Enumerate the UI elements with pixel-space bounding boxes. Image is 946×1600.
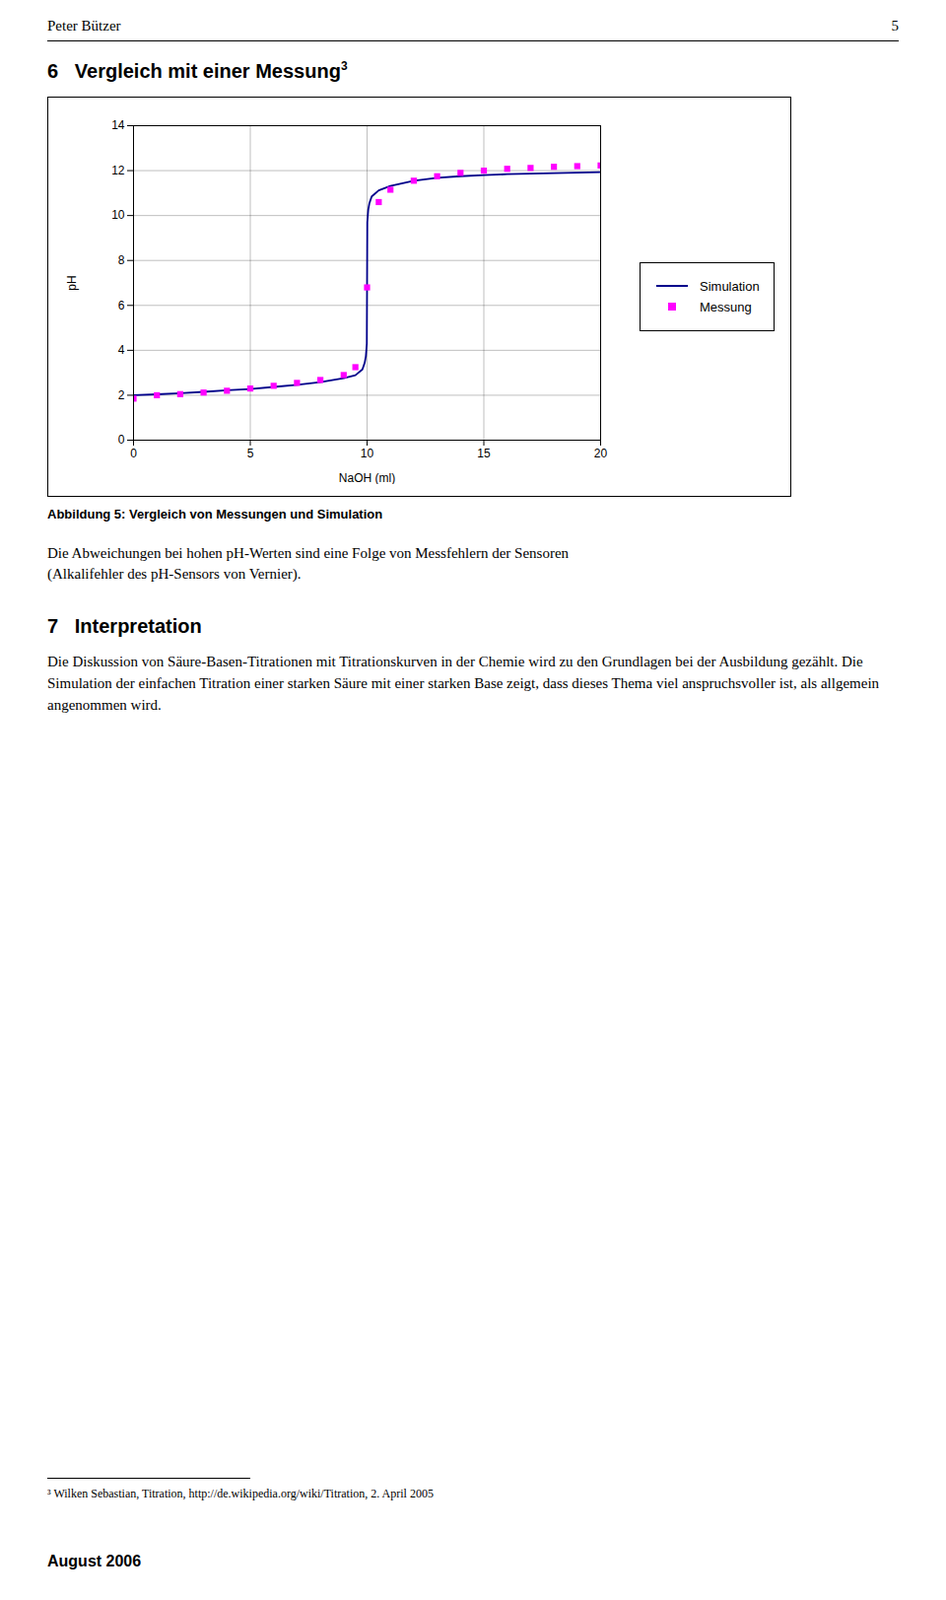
svg-text:10: 10 (111, 207, 126, 222)
svg-text:8: 8 (118, 253, 126, 268)
svg-text:NaOH (ml): NaOH (ml) (338, 470, 396, 484)
svg-text:14: 14 (111, 118, 126, 133)
svg-text:6: 6 (118, 297, 126, 312)
svg-text:0: 0 (118, 432, 126, 447)
svg-text:15: 15 (476, 446, 491, 461)
html-text:6 Vergleich mit einer Messung3: 6 Vergleich mit einer Messung3 (47, 59, 348, 82)
svg-text:5: 5 (247, 446, 255, 461)
html-text:5: 5 (891, 17, 899, 34)
html-text:Die Abweichungen bei hohen pH-: Die Abweichungen bei hohen pH-Werten sin… (47, 544, 569, 582)
html-text:Simulation: Simulation (699, 278, 760, 294)
html-text:7 Interpretation: 7 Interpretation (47, 615, 202, 637)
svg-text:20: 20 (594, 446, 609, 461)
svg-text:10: 10 (360, 446, 375, 461)
svg-text:4: 4 (118, 342, 126, 357)
svg-text:0: 0 (130, 446, 137, 461)
svg-text:2: 2 (118, 387, 126, 402)
html-text:³ Wilken Sebastian, Titration,: ³ Wilken Sebastian, Titration, http://de… (47, 1486, 434, 1500)
html-text:Abbildung 5: Vergleich von Mes: Abbildung 5: Vergleich von Messungen und… (47, 506, 383, 521)
html-text:Peter Bützer: Peter Bützer (47, 17, 121, 34)
svg-text:12: 12 (111, 163, 126, 178)
html-text:Die Diskussion von Säure-Basen: Die Diskussion von Säure-Basen-Titration… (47, 653, 880, 713)
html-text:Messung: Messung (699, 299, 752, 315)
svg-text:pH: pH (65, 274, 79, 290)
html-text:August 2006: August 2006 (47, 1552, 142, 1569)
